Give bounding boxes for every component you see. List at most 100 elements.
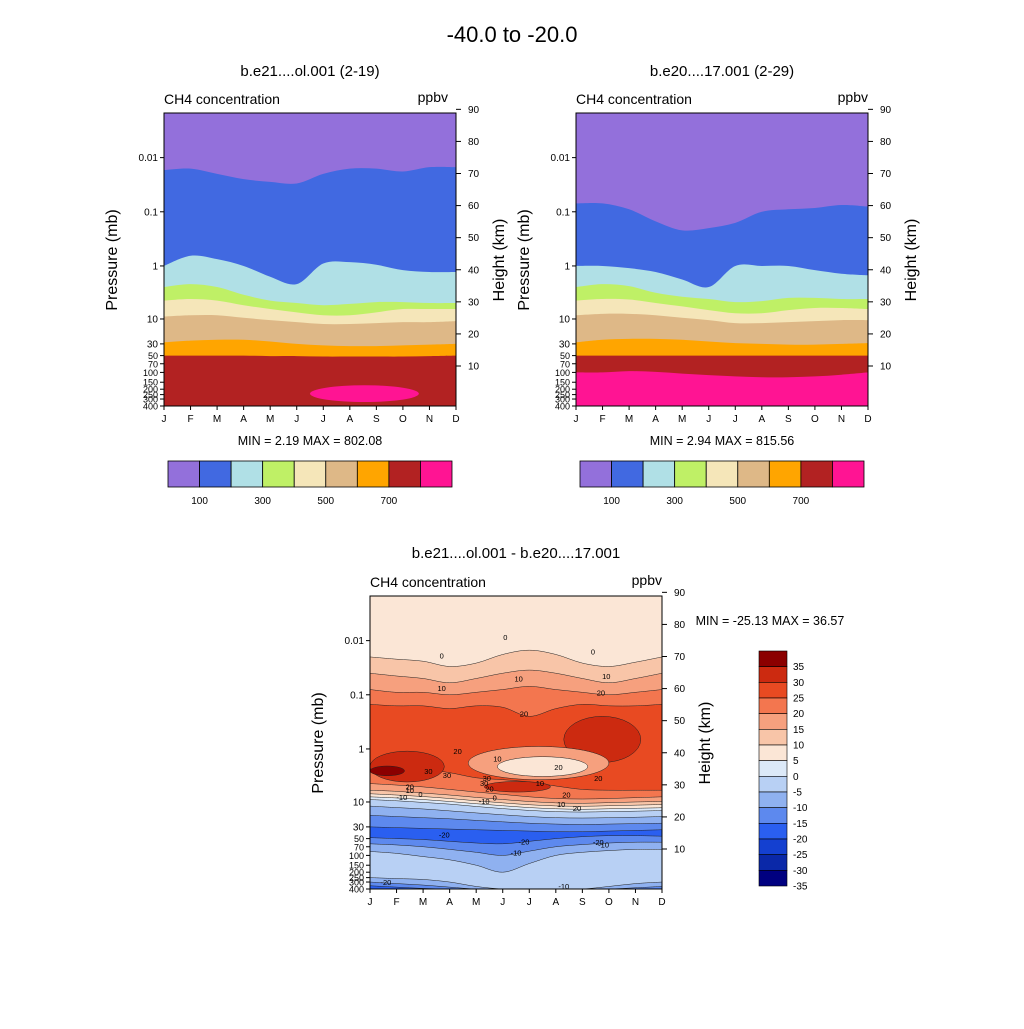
y-tick-label: 50	[148, 351, 158, 361]
legend-box	[758, 791, 788, 808]
y-tick-label: 50	[354, 834, 364, 844]
colorbar-box	[388, 460, 421, 488]
x-tick-label: J	[706, 414, 711, 425]
x-tick-label: O	[605, 897, 613, 908]
colorbar-box	[293, 460, 327, 488]
y-right-tick-label: 60	[468, 201, 480, 212]
x-tick-label: M	[625, 414, 633, 425]
y-axis-label: Pressure (mb)	[104, 209, 121, 310]
x-tick-label: D	[658, 897, 665, 908]
x-tick-label: O	[811, 414, 819, 425]
y-tick-label: 50	[560, 351, 570, 361]
x-tick-label: M	[419, 897, 427, 908]
x-tick-label: A	[346, 414, 353, 425]
legend-label: -30	[793, 866, 808, 877]
units-label: ppbv	[418, 89, 448, 105]
y-tick-label: 250	[143, 390, 158, 400]
x-tick-label: A	[758, 414, 765, 425]
plot-frame	[369, 595, 663, 890]
panel-title: b.e21....ol.001 (2-19)	[240, 63, 379, 80]
contour-label: 30	[424, 767, 432, 776]
y-tick-label: 250	[555, 390, 570, 400]
colorbar-box	[832, 460, 865, 488]
legend-label: -20	[793, 835, 808, 846]
colorbar-box	[737, 460, 770, 488]
legend-label: 25	[793, 694, 805, 705]
contour-label: 10	[493, 754, 501, 763]
colorbar-box	[768, 460, 802, 488]
y-right-tick-label: 10	[674, 845, 686, 856]
y-tick-label: 1	[152, 261, 158, 272]
y-right-tick-label: 40	[468, 265, 480, 276]
y-right-tick-label: 20	[880, 329, 892, 340]
plot-area	[164, 113, 456, 406]
y-right-tick-label: 70	[674, 652, 686, 663]
colorbar-label: 100	[191, 496, 208, 507]
colorbar-box	[800, 460, 833, 488]
x-tick-label: A	[652, 414, 659, 425]
x-tick-label: D	[864, 414, 871, 425]
y-tick-label: 300	[555, 395, 570, 405]
y-right-tick-label: 70	[468, 169, 480, 180]
contour-label: 20	[485, 785, 493, 794]
legend-label: -35	[793, 882, 808, 893]
difference-colorbar: 35 30 25 20 15 10 5 0 -5 -10 -15 -20 -25 -30 -35	[758, 650, 808, 893]
y-tick-label: 250	[349, 873, 364, 883]
variable-label: CH4 concentration	[370, 574, 486, 590]
y-tick-label: 400	[143, 402, 158, 412]
legend-label: 5	[793, 756, 799, 767]
min-max-label: MIN = -25.13 MAX = 36.57	[696, 614, 845, 628]
y-tick-label: 200	[555, 385, 570, 395]
colorbar-box	[325, 460, 358, 488]
legend-label: -5	[793, 788, 802, 799]
units-label: ppbv	[632, 572, 662, 588]
colorbar-box	[674, 460, 707, 488]
x-tick-label: M	[472, 897, 480, 908]
y-tick-label: 1	[358, 744, 364, 755]
contour-label: -10	[558, 882, 569, 891]
y-axis-right-label: Height (km)	[697, 702, 714, 785]
contour-plot: J F M A M J J A S O N D0.010.1110305070100150200250…	[551, 105, 892, 425]
y-right-tick-label: 40	[674, 748, 686, 759]
legend-box	[758, 713, 788, 730]
contour-label: 30	[480, 779, 488, 788]
y-axis-label: Pressure (mb)	[310, 692, 327, 793]
contour-label: 10	[514, 674, 522, 683]
colorbar-label: 700	[793, 496, 810, 507]
units-label: ppbv	[838, 89, 868, 105]
contour-label: 10	[536, 779, 544, 788]
panel-difference: b.e21....ol.001 - b.e20....17.001 CH4 co…	[310, 545, 844, 908]
contour-label: -20	[439, 831, 450, 840]
colorbar-label: 100	[603, 496, 620, 507]
y-right-tick-label: 30	[880, 297, 892, 308]
y-axis-right-label: Height (km)	[491, 219, 508, 302]
y-right-tick-label: 50	[468, 233, 480, 244]
y-tick-label: 100	[349, 851, 364, 861]
y-tick-label: 150	[143, 378, 158, 388]
y-right-tick-label: 50	[674, 716, 686, 727]
x-tick-label: M	[678, 414, 686, 425]
contour-label: -10	[598, 841, 609, 850]
colorbar-label: 500	[317, 496, 334, 507]
y-right-tick-label: 70	[880, 169, 892, 180]
contour-label: 0	[591, 648, 595, 657]
y-tick-label: 10	[147, 314, 159, 325]
panel-title: b.e20....17.001 (2-29)	[650, 63, 794, 80]
legend-label: -25	[793, 850, 808, 861]
x-tick-label: N	[426, 414, 433, 425]
colorbar-box	[230, 460, 264, 488]
x-tick-label: A	[240, 414, 247, 425]
legend-box	[758, 650, 788, 667]
legend-box	[758, 666, 788, 683]
x-tick-label: D	[452, 414, 459, 425]
legend-box	[758, 854, 788, 871]
legend-label: -10	[793, 803, 808, 814]
y-axis-label: Pressure (mb)	[516, 209, 533, 310]
y-tick-label: 30	[559, 339, 571, 350]
x-tick-label: A	[446, 897, 453, 908]
y-right-tick-label: 20	[674, 812, 686, 823]
contour-label: 0	[503, 633, 507, 642]
panel-model-a: b.e21....ol.001 (2-19) CH4 concentration…	[104, 63, 508, 507]
